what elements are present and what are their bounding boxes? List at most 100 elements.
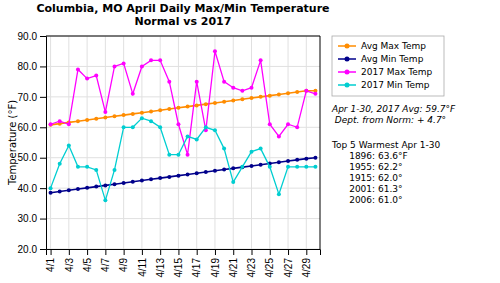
text-line: Dept. from Norm: + 4.7°	[332, 115, 446, 125]
series-point	[313, 156, 317, 160]
y-tick: 40.0	[18, 183, 46, 194]
series-point	[49, 191, 53, 195]
series-point	[213, 128, 217, 132]
series-point	[149, 58, 153, 62]
series-point	[259, 147, 263, 151]
series-point	[250, 96, 254, 100]
series-point	[222, 80, 226, 84]
y-axis-title: Temperature (°F)	[7, 100, 18, 186]
annotation: Apr 1-30, 2017 Avg: 59.7°F Dept. from No…	[331, 104, 456, 125]
series-point	[76, 165, 80, 169]
x-tick-mark	[51, 249, 52, 255]
series-point	[231, 166, 235, 170]
series-point	[231, 180, 235, 184]
series-point	[304, 165, 308, 169]
x-grid-line	[288, 36, 289, 249]
x-tick: 4/19	[210, 249, 221, 277]
series-point	[295, 90, 299, 94]
series-point	[213, 49, 217, 53]
y-tick: 90.0	[18, 31, 46, 42]
x-tick-mark	[197, 249, 198, 255]
series-point	[231, 86, 235, 90]
y-tick: 80.0	[18, 61, 46, 72]
series-point	[122, 125, 126, 129]
series-point	[49, 122, 53, 126]
x-tick-label: 4/1	[45, 258, 56, 272]
series-point	[131, 92, 135, 96]
plot-area	[49, 49, 318, 202]
legend-item: 2017 Min Temp	[338, 80, 430, 90]
y-tick-mark	[40, 188, 46, 189]
x-tick: 4/29	[301, 249, 312, 277]
y-tick: 30.0	[18, 213, 46, 224]
series-point	[167, 153, 171, 157]
x-tick-label: 4/7	[100, 258, 111, 272]
series-line	[51, 91, 316, 125]
x-tick-mark	[288, 249, 289, 255]
x-tick: 4/7	[100, 249, 111, 272]
series-point	[259, 95, 263, 99]
series-point	[167, 175, 171, 179]
text-line: 2006: 61.0°	[332, 195, 403, 205]
x-grid-line	[251, 36, 252, 249]
x-tick-label: 4/3	[64, 258, 75, 272]
series-point	[103, 110, 107, 114]
legend-label: Avg Min Temp	[361, 54, 424, 64]
series-point	[149, 109, 153, 113]
x-tick: 4/23	[246, 249, 257, 277]
series-point	[250, 86, 254, 90]
legend-label: Avg Max Temp	[361, 41, 426, 51]
y-tick-label: 50.0	[18, 152, 38, 163]
series-point	[195, 80, 199, 84]
x-tick: 4/11	[137, 249, 148, 277]
legend-frame	[332, 36, 444, 96]
series-point	[76, 187, 80, 191]
series-point	[140, 179, 144, 183]
series-point	[94, 185, 98, 189]
legend-marker	[345, 70, 350, 75]
series-point	[286, 159, 290, 163]
x-tick-mark	[124, 249, 125, 255]
series-point	[158, 58, 162, 62]
text-line: 1955: 62.2°	[332, 162, 403, 172]
series-point	[186, 153, 190, 157]
series-point	[204, 170, 208, 174]
x-tick: 4/21	[228, 249, 239, 277]
series-point	[167, 80, 171, 84]
series-point	[85, 77, 89, 81]
text-line: Columbia, MO April Daily Max/Min Tempera…	[36, 2, 329, 15]
text-line: 2001: 61.3°	[332, 184, 403, 194]
text-line: Normal vs 2017	[135, 15, 232, 28]
series-point	[113, 114, 117, 118]
series-line	[51, 51, 316, 154]
title: Columbia, MO April Daily Max/Min Tempera…	[36, 2, 329, 28]
series-point	[103, 198, 107, 202]
y-tick-label: 90.0	[18, 31, 38, 42]
y-tick-mark	[40, 36, 46, 37]
y-axis-line	[40, 37, 47, 250]
series-point	[85, 118, 89, 122]
series-point	[286, 91, 290, 95]
series-point	[268, 122, 272, 126]
x-tick-label: 4/5	[82, 258, 93, 272]
legend-marker	[345, 44, 350, 49]
series-point	[286, 165, 290, 169]
series-point	[167, 107, 171, 111]
series-point	[250, 164, 254, 168]
y-tick-mark	[40, 127, 46, 128]
series-point	[186, 172, 190, 176]
legend-item: Avg Min Temp	[338, 54, 424, 64]
x-tick-mark	[270, 249, 271, 255]
legend-marker	[345, 83, 350, 88]
series-point	[113, 182, 117, 186]
series-point	[140, 64, 144, 68]
x-tick-label: 4/25	[264, 258, 275, 278]
y-axis: 20.030.040.050.060.070.080.090.0	[18, 31, 47, 255]
series-point	[295, 165, 299, 169]
series-point	[94, 168, 98, 172]
series-point	[268, 165, 272, 169]
x-tick-label: 4/11	[137, 258, 148, 277]
series-line	[51, 158, 316, 193]
x-grid-line	[233, 36, 234, 249]
x-grid-line	[68, 36, 69, 249]
